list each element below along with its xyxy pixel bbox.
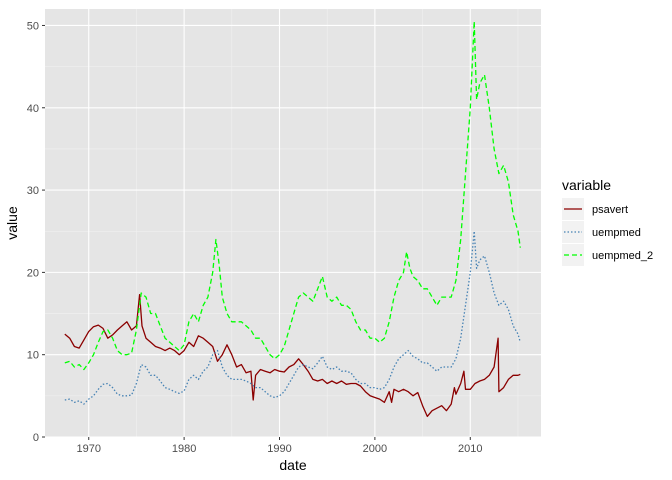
legend-label: uempmed_2 — [592, 250, 653, 262]
series-line-uempmed — [64, 230, 521, 405]
y-tick-label: 30 — [27, 185, 39, 197]
legend-keys: psavert uempmed uempmed_2 — [562, 198, 653, 266]
axis-ticks — [42, 24, 471, 440]
legend-label: psavert — [592, 204, 628, 216]
legend: variable psavert uempmed uempmed_2 — [562, 177, 653, 266]
y-tick-label: 40 — [27, 103, 39, 115]
y-tick-label: 10 — [27, 350, 39, 362]
series-line-psavert — [64, 293, 521, 418]
legend-label: uempmed — [592, 227, 641, 239]
y-axis-title: value — [4, 206, 20, 240]
x-tick-label: 1980 — [172, 443, 196, 455]
y-tick-labels: 0 10 20 30 40 50 — [27, 20, 39, 444]
x-tick-label: 1970 — [77, 443, 101, 455]
y-tick-label: 0 — [33, 432, 39, 444]
major-gridlines — [45, 9, 541, 438]
series-lines — [64, 20, 521, 418]
x-tick-label: 2000 — [363, 443, 387, 455]
y-tick-label: 20 — [27, 267, 39, 279]
x-tick-label: 2010 — [458, 443, 482, 455]
x-tick-labels: 1970 1980 1990 2000 2010 — [77, 443, 483, 455]
x-tick-label: 1990 — [267, 443, 291, 455]
legend-key-box — [562, 221, 584, 243]
x-axis-title: date — [279, 457, 306, 473]
plot-panel — [45, 9, 541, 437]
series-line-uempmed-2 — [64, 20, 521, 371]
y-tick-label: 50 — [27, 20, 39, 32]
legend-title: variable — [562, 177, 611, 193]
minor-gridlines — [45, 9, 541, 437]
